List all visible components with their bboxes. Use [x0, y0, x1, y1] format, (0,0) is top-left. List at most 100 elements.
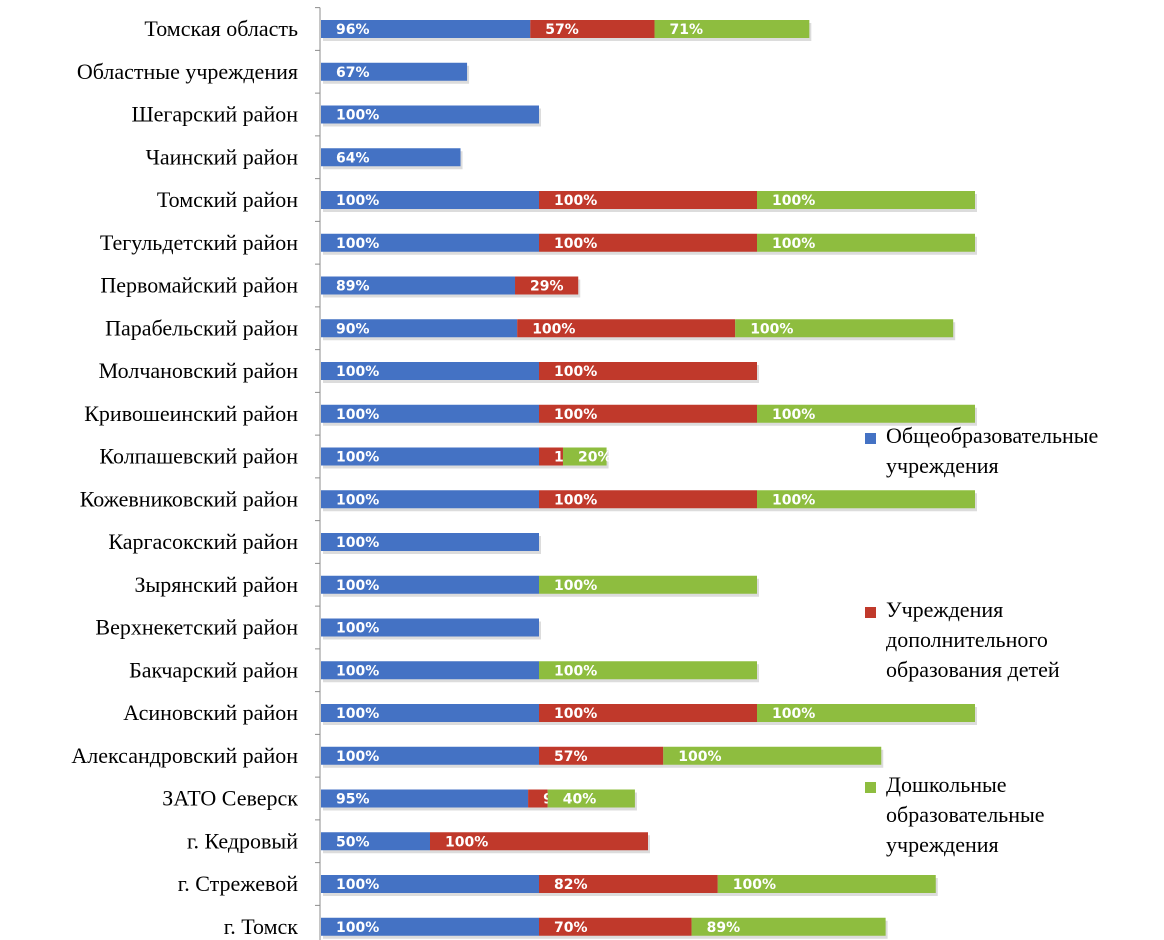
data-label: 100% [772, 236, 815, 252]
legend-label: образования детей [886, 657, 1060, 682]
data-label: 100% [554, 663, 597, 679]
data-label: 100% [336, 364, 379, 380]
category-label: Томская область [144, 16, 298, 41]
bar-segment-series-1 [321, 917, 539, 936]
data-label: 50% [336, 834, 370, 850]
bar-segment-series-1 [321, 618, 539, 637]
bar-segment-series-2 [515, 276, 579, 295]
legend-swatch-series-3 [865, 782, 876, 793]
data-label: 100% [336, 108, 379, 124]
category-label: Первомайский район [100, 273, 298, 298]
data-label: 89% [707, 920, 741, 936]
data-label: 100% [336, 877, 379, 893]
data-label: 100% [554, 236, 597, 252]
bar-segment-series-1 [321, 875, 539, 893]
data-label: 100% [336, 407, 379, 423]
data-label: 100% [733, 877, 776, 893]
bar-segment-series-3 [717, 875, 936, 893]
bar-segment-series-1 [321, 105, 539, 124]
data-label: 100% [336, 621, 379, 637]
bar-segment-series-1 [321, 447, 539, 466]
category-label: Верхнекетский район [95, 615, 298, 640]
category-axis [315, 7, 321, 940]
bar-segment-series-3 [757, 490, 975, 509]
data-label: 100% [336, 492, 379, 508]
legend-label: учреждения [886, 832, 999, 857]
bar-segment-series-2 [539, 404, 757, 423]
bar-segment-series-2 [517, 319, 736, 338]
data-label: 100% [336, 663, 379, 679]
category-label: Молчановский район [99, 358, 299, 383]
data-label: 70% [554, 920, 588, 936]
data-label: 64% [336, 150, 370, 166]
data-label: 100% [336, 749, 379, 765]
bar-segment-series-2 [539, 362, 757, 380]
bar-segment-series-3 [735, 319, 954, 338]
category-label: Кривошеинский район [84, 401, 298, 426]
bar-segment-series-1 [321, 276, 516, 295]
bar-segment-series-1 [321, 191, 539, 209]
bar-segment-series-3 [562, 447, 607, 466]
bar-segment-series-2 [539, 490, 757, 509]
category-label: Кожевниковский район [80, 486, 299, 511]
data-label: 29% [530, 279, 564, 295]
data-label: 90% [336, 321, 370, 337]
bar-segment-series-3 [539, 661, 757, 680]
data-label: 100% [554, 193, 597, 209]
bar-segment-series-3 [757, 191, 975, 209]
data-label: 100% [336, 706, 379, 722]
bar-segment-series-3 [757, 233, 975, 252]
legend-label: дополнительного [886, 627, 1048, 652]
data-label: 100% [336, 578, 379, 594]
bar-segment-series-2 [539, 233, 757, 252]
bar-segment-series-2 [530, 20, 655, 38]
legend-label: учреждения [886, 453, 999, 478]
data-label: 100% [336, 236, 379, 252]
bar-segment-series-2 [430, 832, 648, 851]
bar-segment-series-1 [321, 362, 539, 380]
bar-segment-series-3 [539, 575, 757, 594]
bar-segment-series-1 [321, 148, 461, 167]
bar-segment-series-2 [539, 447, 563, 466]
data-label: 96% [336, 22, 370, 38]
legend-swatch-series-1 [865, 433, 876, 444]
bar-segment-series-1 [321, 20, 531, 38]
category-label: г. Кедровый [187, 828, 298, 853]
bar-segment-series-2 [539, 704, 757, 722]
data-label: 100% [772, 706, 815, 722]
bar-segment-series-1 [321, 704, 539, 722]
data-label: 100% [554, 578, 597, 594]
category-label: Шегарский район [131, 102, 298, 127]
legend-swatch-series-2 [865, 607, 876, 618]
data-label: 100% [554, 407, 597, 423]
category-label: Областные учреждения [77, 59, 298, 84]
bar-segment-series-2 [539, 191, 757, 209]
category-label: Бакчарский район [129, 657, 298, 682]
bar-segment-series-3 [654, 20, 810, 38]
data-label: 89% [336, 279, 370, 295]
legend-label: Учреждения [886, 597, 1003, 622]
bar-segment-series-1 [321, 319, 518, 338]
bar-segment-series-2 [528, 789, 548, 808]
bar-segment-series-1 [321, 404, 539, 423]
data-label: 20% [578, 450, 612, 466]
bar-segment-series-1 [321, 533, 539, 551]
category-label: Парабельский район [105, 315, 298, 340]
data-label: 100% [772, 492, 815, 508]
bar-segment-series-2 [539, 917, 692, 936]
bar-segment-series-2 [539, 875, 718, 893]
bar-segment-series-1 [321, 661, 539, 680]
data-label: 100% [554, 492, 597, 508]
data-label: 57% [545, 22, 579, 38]
bar-segment-series-3 [663, 746, 882, 765]
category-label: Тегульдетский район [100, 230, 298, 255]
data-label: 95% [336, 792, 370, 808]
bar-segment-series-2 [539, 746, 664, 765]
category-label: Каргасокский район [108, 529, 298, 554]
data-label: 100% [336, 920, 379, 936]
data-label: 100% [678, 749, 721, 765]
data-label: 40% [563, 792, 597, 808]
data-label: 100% [750, 321, 793, 337]
bar-segment-series-3 [691, 917, 886, 936]
bar-segment-series-1 [321, 490, 539, 509]
